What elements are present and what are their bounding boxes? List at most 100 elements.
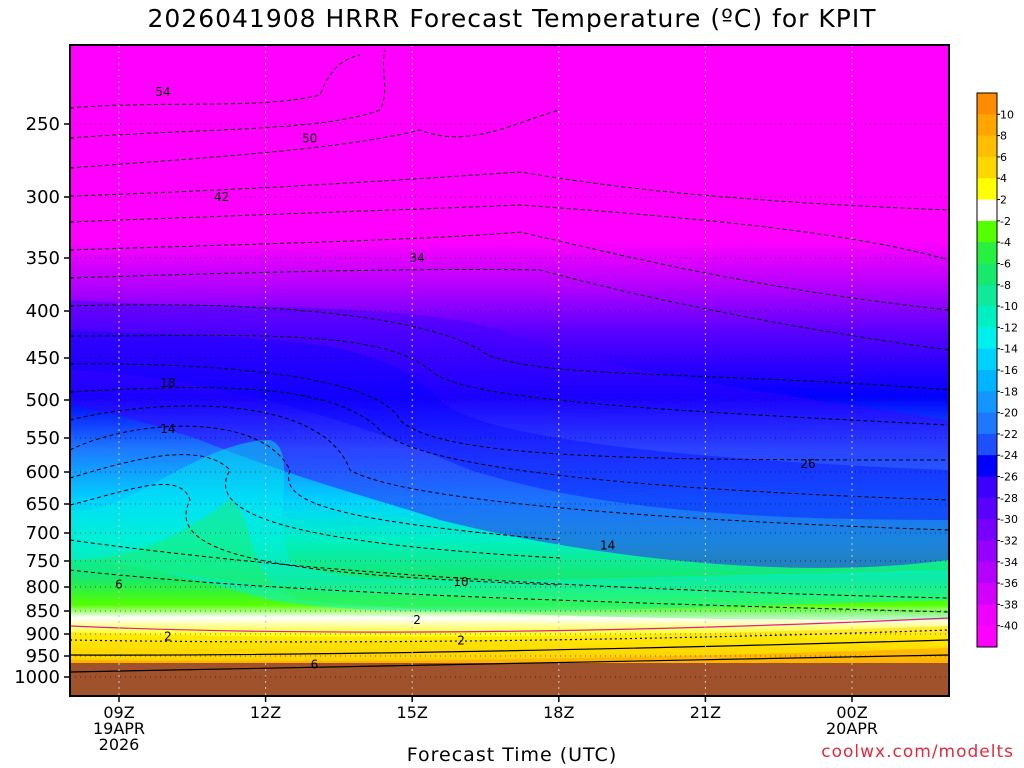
colorbar-swatch — [977, 306, 997, 328]
colorbar-swatch — [977, 583, 997, 605]
colorbar-swatch — [977, 114, 997, 137]
y-tick-label: 550 — [26, 428, 60, 449]
colorbar-tick-label: -20 — [1000, 407, 1018, 420]
colorbar-tick-label: -40 — [1000, 620, 1018, 633]
colorbar-swatch — [977, 220, 997, 243]
contour-label: 6 — [115, 577, 123, 591]
contour-label: 42 — [214, 190, 229, 204]
temperature-field — [70, 45, 949, 696]
y-axis: 250 300 350 400 450 500 550 600 650 700 750 800 8509… — [14, 114, 70, 688]
colorbar-swatch — [977, 476, 997, 499]
colorbar-swatch — [977, 178, 997, 201]
ground-surface — [70, 663, 949, 696]
colorbar-swatch — [977, 327, 997, 350]
colorbar-swatch — [977, 93, 997, 115]
colorbar-swatch — [977, 370, 997, 392]
y-tick-label: 600 — [26, 462, 60, 483]
x-tick-label: 00Z — [836, 703, 867, 722]
x-tick-label: 19APR — [93, 719, 145, 738]
y-tick-label: 650 — [26, 494, 60, 515]
colorbar-swatch — [977, 391, 997, 414]
x-tick-label: 09Z — [103, 703, 134, 722]
colorbar-swatch — [977, 242, 997, 264]
y-tick-label: 850 — [26, 601, 60, 622]
contour-label: 14 — [600, 538, 615, 552]
colorbar-swatch — [977, 199, 997, 222]
x-tick-label: 15Z — [397, 703, 428, 722]
colorbar-swatch — [977, 412, 997, 435]
y-tick-label: 500 — [26, 390, 60, 411]
x-tick-label: 21Z — [690, 703, 721, 722]
colorbar-tick-label: -32 — [1000, 534, 1018, 547]
y-tick-label: 350 — [26, 248, 60, 269]
contour-label: 18 — [160, 376, 175, 390]
colorbar-swatch — [977, 625, 997, 648]
colorbar-tick-label: -6 — [1000, 257, 1011, 270]
x-tick-label: 2026 — [99, 735, 140, 754]
y-tick-label: 900 — [26, 624, 60, 645]
colorbar-tick-label: -24 — [1000, 449, 1018, 462]
y-tick-label: 300 — [26, 187, 60, 208]
x-tick-label: 12Z — [250, 703, 281, 722]
colorbar-tick-label: -10 — [1000, 300, 1018, 313]
colorbar-tick-label: -30 — [1000, 513, 1018, 526]
colorbar-tick-label: -22 — [1000, 428, 1018, 441]
colorbar-swatch — [977, 497, 997, 520]
colorbar-tick-label: 4 — [1000, 172, 1007, 185]
contour-label: 2 — [457, 634, 465, 648]
y-tick-label: 400 — [26, 301, 60, 322]
colorbar-tick-label: 8 — [1000, 130, 1007, 143]
colorbar-tick-label: -28 — [1000, 492, 1018, 505]
x-tick-label: 18Z — [543, 703, 574, 722]
plot-frame — [69, 44, 950, 697]
colorbar-tick-label: 2 — [1000, 194, 1007, 207]
y-tick-label: 250 — [26, 114, 60, 135]
contour-label: 2 — [413, 613, 421, 627]
x-axis-label: Forecast Time (UTC) — [406, 744, 618, 766]
colorbar-tick-label: -26 — [1000, 471, 1018, 484]
colorbar-tick-label: -18 — [1000, 385, 1018, 398]
colorbar-tick-label: 6 — [1000, 151, 1007, 164]
colorbar-tick-label: -12 — [1000, 321, 1018, 334]
colorbar-tick-label: -34 — [1000, 556, 1018, 569]
y-tick-label: 450 — [26, 348, 60, 369]
colorbar-swatch — [977, 156, 997, 179]
colorbar-tick-label: 10 — [1000, 108, 1014, 121]
y-tick-label: 750 — [26, 551, 60, 572]
colorbar-swatch — [977, 348, 997, 371]
contour-label: 54 — [155, 85, 170, 99]
colorbar-swatch — [977, 561, 997, 584]
contour-label: 26 — [800, 457, 815, 471]
colorbar-tick-label: -14 — [1000, 343, 1018, 356]
colorbar-swatch — [977, 455, 997, 478]
x-gridlines — [118, 45, 853, 696]
colorbar: 10 8 6 4 2 -2 -4 -6 -8 -10 -12 -14 -16 -18 -20 -22 -24 -2… — [976, 92, 1018, 648]
colorbar-tick-label: -8 — [1000, 279, 1011, 292]
contour-label: 50 — [302, 132, 317, 146]
colorbar-tick-label: -16 — [1000, 364, 1018, 377]
y-tick-label: 700 — [26, 523, 60, 544]
colorbar-swatch — [977, 263, 997, 286]
contour-label: 10 — [453, 575, 468, 589]
x-tick-label: 20APR — [826, 719, 878, 738]
credit-text: coolwx.com/modelts — [821, 742, 1014, 762]
colorbar-tick-label: -2 — [1000, 215, 1011, 228]
colorbar-tick-label: -38 — [1000, 598, 1018, 611]
colorbar-swatch — [977, 135, 997, 158]
contour-lines — [70, 49, 949, 613]
contour-label: 14 — [160, 422, 175, 436]
chart-title: 2026041908 HRRR Forecast Temperature (ºC… — [147, 4, 877, 33]
contour-label: 6 — [311, 657, 319, 671]
contour-label: 34 — [409, 251, 424, 265]
contour-label: 2 — [164, 630, 172, 644]
colorbar-swatch — [977, 284, 997, 307]
colorbar-tick-label: -4 — [1000, 236, 1011, 249]
y-tick-label: 800 — [26, 577, 60, 598]
colorbar-swatch — [977, 540, 997, 563]
colorbar-swatch — [977, 519, 997, 541]
colorbar-tick-label: -36 — [1000, 577, 1018, 590]
colorbar-swatch — [977, 433, 997, 456]
